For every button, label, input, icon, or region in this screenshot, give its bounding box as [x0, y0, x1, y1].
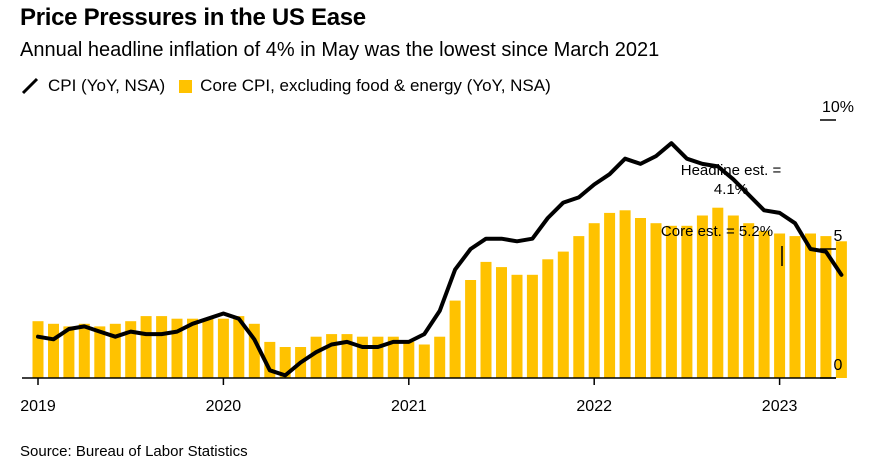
core-cpi-bar — [511, 274, 523, 378]
core-cpi-bar — [63, 326, 75, 378]
core-cpi-bar — [712, 207, 724, 378]
core-cpi-bar — [279, 347, 291, 378]
core-cpi-bar — [650, 223, 662, 378]
core-cpi-bar — [387, 336, 399, 378]
x-tick-label: 2020 — [206, 398, 242, 415]
x-tick-label: 2023 — [762, 398, 798, 415]
core-cpi-bar — [496, 267, 507, 378]
y-tick-label: 10% — [822, 99, 854, 116]
core-cpi-bar — [109, 323, 121, 378]
core-cpi-bars — [32, 207, 847, 378]
core-cpi-bar — [774, 233, 786, 378]
core-cpi-bar — [573, 236, 585, 378]
core-cpi-bar — [696, 215, 708, 378]
core-cpi-bar — [604, 212, 616, 378]
core-cpi-bar — [434, 336, 446, 378]
core-cpi-bar — [727, 215, 739, 378]
core-cpi-bar — [372, 336, 384, 378]
annotation-headline-value: 4.1% — [714, 181, 748, 198]
core-cpi-bar — [418, 344, 430, 378]
core-cpi-bar — [264, 341, 276, 378]
legend-item-core: Core CPI, excluding food & energy (YoY, … — [179, 76, 551, 96]
x-tick-label: 2021 — [391, 398, 427, 415]
core-cpi-bar — [310, 336, 322, 378]
cpi-line — [36, 141, 844, 378]
x-tick-label: 2022 — [576, 398, 612, 415]
line-swatch-icon — [21, 77, 39, 95]
source-note: Source: Bureau of Labor Statistics — [20, 443, 248, 460]
legend-item-cpi: CPI (YoY, NSA) — [20, 76, 165, 96]
core-cpi-bar — [48, 323, 59, 378]
core-cpi-bar — [681, 225, 693, 378]
core-cpi-bar — [789, 236, 801, 378]
core-cpi-bar — [356, 336, 368, 378]
core-cpi-bar — [665, 225, 677, 378]
core-cpi-bar — [326, 334, 338, 378]
y-axis-ticks: 0 5 10% — [820, 99, 854, 379]
core-cpi-bar — [542, 259, 554, 378]
core-cpi-bar — [835, 241, 847, 378]
legend-label-core: Core CPI, excluding food & energy (YoY, … — [200, 76, 551, 95]
x-tick-label: 2019 — [20, 398, 56, 415]
core-cpi-bar — [449, 300, 461, 378]
core-cpi-bar — [526, 274, 538, 378]
legend-label-cpi: CPI (YoY, NSA) — [48, 76, 166, 95]
chart-title: Price Pressures in the US Ease — [20, 4, 366, 31]
core-cpi-bar — [805, 233, 816, 378]
core-cpi-bar — [619, 210, 631, 378]
core-cpi-bar — [588, 223, 600, 378]
core-cpi-bar — [743, 223, 755, 378]
core-cpi-bar — [217, 318, 229, 378]
core-cpi-bar — [248, 323, 260, 378]
core-cpi-bar — [78, 323, 90, 378]
core-cpi-bar — [758, 230, 770, 378]
core-cpi-bar — [156, 316, 168, 378]
core-cpi-bar — [635, 218, 646, 378]
core-cpi-bar — [403, 341, 415, 378]
core-cpi-bar — [187, 318, 198, 378]
bar-swatch-icon — [179, 79, 193, 93]
core-cpi-bar — [171, 318, 183, 378]
annotation-core: Core est. = 5.2% — [661, 223, 773, 240]
y-tick-label: 0 — [834, 357, 843, 374]
core-cpi-bar — [465, 280, 477, 378]
legend: CPI (YoY, NSA) Core CPI, excluding food … — [20, 76, 565, 96]
core-cpi-bar — [480, 261, 492, 378]
core-cpi-bar — [32, 321, 44, 378]
core-cpi-bar — [233, 316, 245, 378]
core-cpi-bar — [94, 326, 106, 378]
y-tick-label: 5 — [834, 228, 843, 245]
core-cpi-bar — [820, 236, 832, 378]
core-cpi-bar — [125, 321, 137, 378]
core-cpi-bar — [202, 318, 214, 378]
chart-subtitle: Annual headline inflation of 4% in May w… — [20, 39, 660, 61]
core-cpi-bar — [140, 316, 152, 378]
core-cpi-bar — [557, 251, 569, 378]
annotation-headline: Headline est. = — [681, 162, 782, 179]
core-cpi-bar — [341, 334, 353, 378]
x-axis-ticks: 2019 2020 2021 2022 2023 — [20, 378, 797, 415]
